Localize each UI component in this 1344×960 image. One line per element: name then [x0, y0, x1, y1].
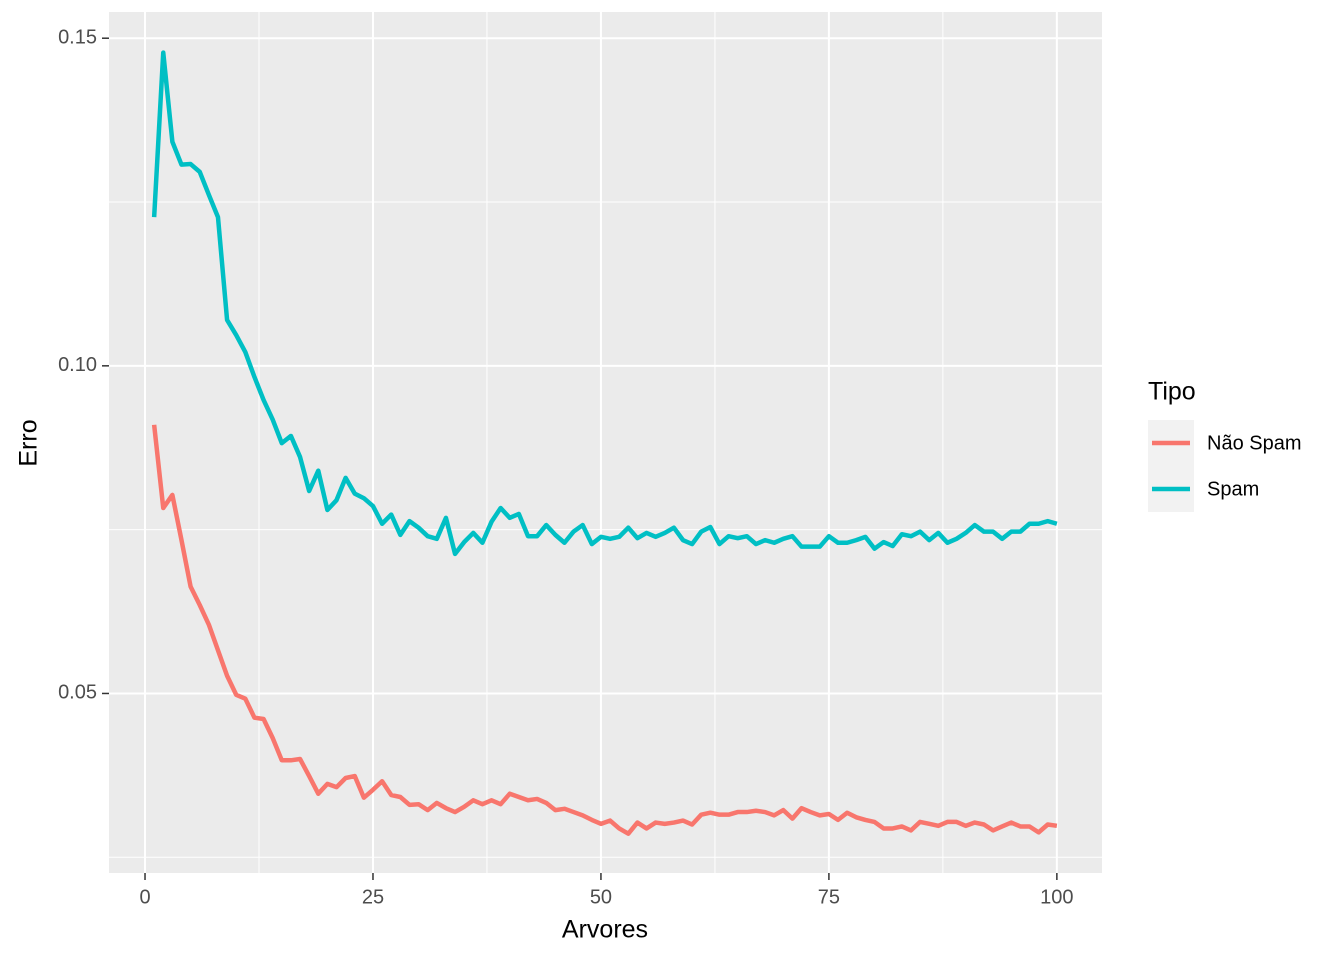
series-line [151, 50, 1058, 557]
x-tick-label: 0 [139, 886, 150, 908]
legend-label: Spam [1207, 478, 1259, 500]
legend-title: Tipo [1148, 378, 1196, 406]
x-tick-label: 75 [818, 886, 840, 908]
y-axis-title: Erro [15, 419, 43, 466]
y-tick-label: 0.05 [58, 682, 97, 704]
x-tick-label: 100 [1040, 886, 1073, 908]
legend-label: Não Spam [1207, 432, 1302, 454]
y-tick-label: 0.10 [58, 354, 97, 376]
y-tick-label: 0.15 [58, 26, 97, 48]
series-line [151, 424, 1058, 836]
x-axis-title: Arvores [562, 916, 648, 944]
x-tick-label: 50 [590, 886, 612, 908]
x-tick-label: 25 [362, 886, 384, 908]
panel [109, 12, 1102, 873]
